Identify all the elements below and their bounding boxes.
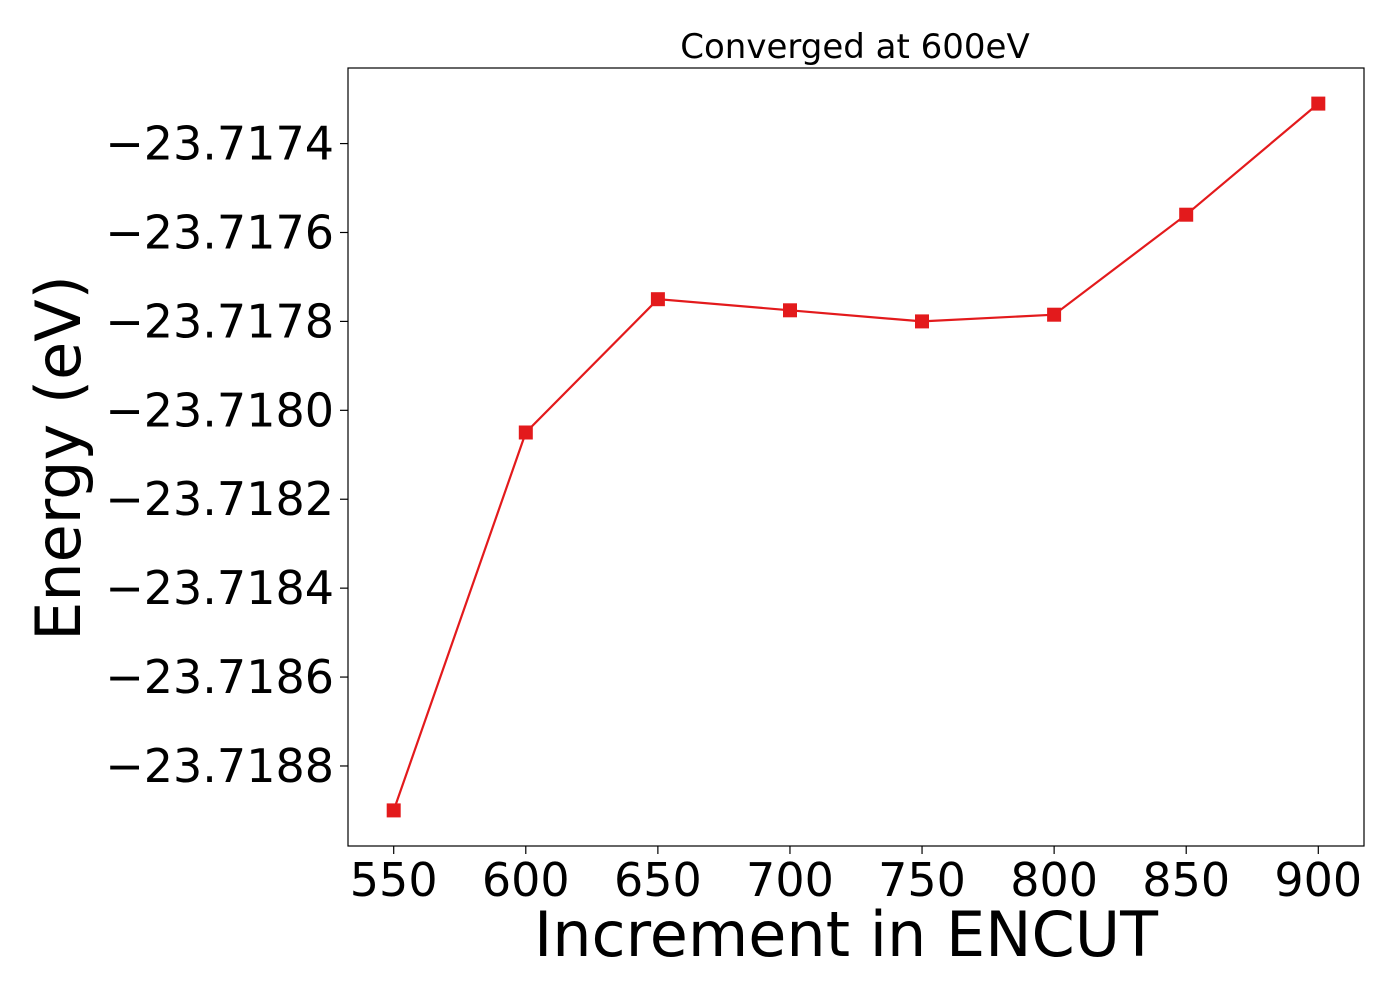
- y-tick-label: −23.7182: [105, 472, 334, 526]
- x-tick-label: 750: [878, 853, 966, 907]
- data-point-marker: [783, 303, 797, 318]
- x-axis-label: Increment in ENCUT: [534, 898, 1159, 971]
- data-point-marker: [1047, 307, 1062, 322]
- plot-area: [347, 67, 1365, 847]
- x-tick-label: 800: [1010, 853, 1098, 907]
- x-tick-label: 600: [482, 853, 570, 907]
- y-tick-label: −23.7184: [105, 561, 334, 615]
- x-tick-label: 550: [350, 853, 438, 907]
- data-point-marker: [1311, 96, 1326, 111]
- y-tick-label: −23.7180: [105, 383, 334, 437]
- series-line: [392, 102, 1320, 811]
- y-tick-label: −23.7174: [105, 117, 334, 171]
- data-point-marker: [1179, 207, 1194, 222]
- y-tick-label: −23.7188: [105, 739, 334, 793]
- x-tick-label: 850: [1142, 853, 1230, 907]
- data-point-marker: [386, 803, 401, 818]
- x-axis: 550 600 650 700 750 800 850 900: [350, 846, 1362, 907]
- plot-frame: [347, 67, 1365, 847]
- chart-title: Converged at 600eV: [680, 27, 1029, 67]
- y-axis-label: Energy (eV): [22, 275, 95, 641]
- y-tick-label: −23.7186: [105, 650, 334, 704]
- x-tick-label: 900: [1274, 853, 1362, 907]
- data-point-marker: [650, 292, 665, 307]
- y-axis: −23.7188 −23.7186 −23.7184 −23.7182 −23.7180…: [105, 117, 348, 793]
- x-tick-label: 700: [746, 853, 834, 907]
- y-tick-label: −23.7178: [105, 294, 334, 348]
- x-tick-label: 650: [614, 853, 702, 907]
- series-line-group: [386, 96, 1326, 818]
- y-tick-label: −23.7176: [105, 205, 334, 259]
- data-point-marker: [518, 425, 533, 440]
- data-point-marker: [915, 314, 929, 329]
